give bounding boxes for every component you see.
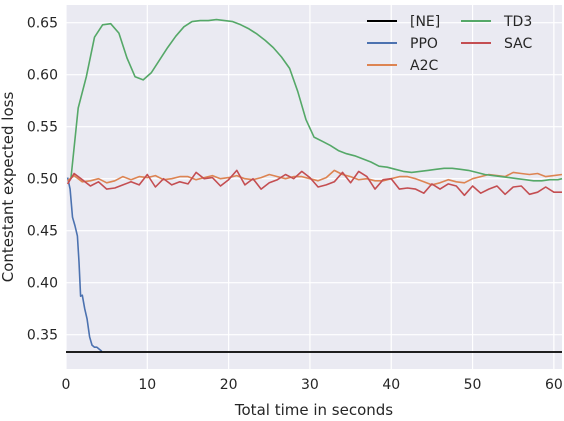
x-tick-label-3: 30 xyxy=(301,377,319,393)
y-tick-label-5: 0.60 xyxy=(27,68,58,84)
y-tick-labels: 0.35 0.40 0.45 0.50 0.55 0.60 0.65 xyxy=(27,16,58,344)
legend-label-sac: SAC xyxy=(504,36,532,52)
legend: [NE] PPO A2C TD3 SAC xyxy=(367,14,532,74)
y-tick-label-2: 0.45 xyxy=(27,224,58,240)
y-tick-label-1: 0.40 xyxy=(27,276,58,292)
y-tick-label-6: 0.65 xyxy=(27,16,58,32)
legend-label-a2c: A2C xyxy=(410,58,438,74)
x-tick-label-2: 20 xyxy=(220,377,238,393)
x-tick-label-6: 60 xyxy=(545,377,563,393)
x-axis-label: Total time in seconds xyxy=(234,401,393,419)
x-tick-label-0: 0 xyxy=(62,377,71,393)
series-line-sac xyxy=(66,169,562,197)
legend-label-td3: TD3 xyxy=(503,14,532,30)
x-tick-label-4: 40 xyxy=(382,377,400,393)
plot-background xyxy=(66,5,562,369)
series-line-td3 xyxy=(70,18,563,182)
series-lines xyxy=(66,18,563,353)
y-axis-label: Contestant expected loss xyxy=(0,92,17,283)
y-tick-label-0: 0.35 xyxy=(27,328,58,344)
legend-label-ppo: PPO xyxy=(410,36,438,52)
y-gridlines xyxy=(66,22,562,336)
legend-label-ne: [NE] xyxy=(410,14,440,30)
x-tick-label-1: 10 xyxy=(138,377,156,393)
y-tick-label-3: 0.50 xyxy=(27,172,58,188)
x-tick-label-5: 50 xyxy=(464,377,482,393)
y-tick-label-4: 0.55 xyxy=(27,120,58,136)
series-line-ppo xyxy=(66,177,103,352)
x-tick-labels: 0 10 20 30 40 50 60 xyxy=(62,377,563,393)
